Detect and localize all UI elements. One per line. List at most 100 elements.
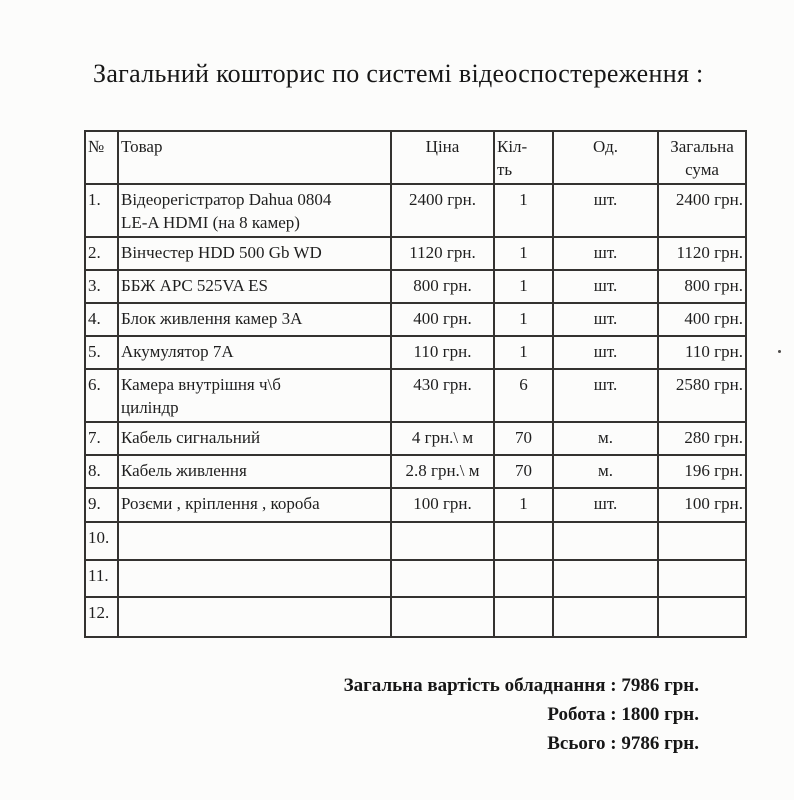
cell-quantity: 1 — [493, 236, 554, 271]
cell-number: 8. — [84, 454, 119, 489]
cell-price: 400 грн. — [390, 302, 495, 337]
cell-number: 1. — [84, 183, 119, 238]
cell-total — [657, 596, 747, 638]
table-row: 12. — [84, 596, 747, 638]
header-product: Товар — [117, 130, 392, 185]
document-title: Загальний кошторис по системі відеоспост… — [93, 59, 704, 88]
cell-product — [117, 521, 392, 561]
table-header: № Товар Ціна Кіл- ть Од. Загальна сума — [84, 130, 747, 185]
estimate-table: № Товар Ціна Кіл- ть Од. Загальна сума 1… — [84, 130, 747, 638]
cell-total: 1120 грн. — [657, 236, 747, 271]
cell-product: Розєми , кріплення , короба — [117, 487, 392, 523]
cell-unit: шт. — [552, 487, 659, 523]
cell-unit: шт. — [552, 368, 659, 423]
cell-total: 100 грн. — [657, 487, 747, 523]
cell-product: Вінчестер HDD 500 Gb WD — [117, 236, 392, 271]
cell-number: 2. — [84, 236, 119, 271]
cell-quantity — [493, 521, 554, 561]
cell-number: 12. — [84, 596, 119, 638]
cell-quantity: 1 — [493, 335, 554, 370]
cell-product: Кабель живлення — [117, 454, 392, 489]
cell-number: 5. — [84, 335, 119, 370]
table-body: 1. Відеорегістратор Dahua 0804 LE-A HDMI… — [84, 183, 747, 638]
grand-total-line: Всього : 9786 грн. — [547, 733, 699, 754]
cell-quantity: 1 — [493, 487, 554, 523]
cell-unit — [552, 521, 659, 561]
cell-price — [390, 559, 495, 598]
table-row: 3. ББЖ APC 525VA ES 800 грн. 1 шт. 800 г… — [84, 269, 747, 304]
cell-unit: шт. — [552, 302, 659, 337]
cell-total — [657, 559, 747, 598]
cell-number: 6. — [84, 368, 119, 423]
cell-price: 2.8 грн.\ м — [390, 454, 495, 489]
cell-price: 110 грн. — [390, 335, 495, 370]
header-quantity: Кіл- ть — [493, 130, 554, 185]
header-number: № — [84, 130, 119, 185]
table-row: 6. Камера внутрішня ч\б циліндр 430 грн.… — [84, 368, 747, 423]
table-row: 1. Відеорегістратор Dahua 0804 LE-A HDMI… — [84, 183, 747, 238]
cell-number: 10. — [84, 521, 119, 561]
cell-unit: м. — [552, 421, 659, 456]
cell-price — [390, 521, 495, 561]
cell-price: 100 грн. — [390, 487, 495, 523]
cell-product: Акумулятор 7А — [117, 335, 392, 370]
cell-total: 800 грн. — [657, 269, 747, 304]
cell-product: Камера внутрішня ч\б циліндр — [117, 368, 392, 423]
cell-number: 3. — [84, 269, 119, 304]
cell-unit — [552, 596, 659, 638]
cell-total: 280 грн. — [657, 421, 747, 456]
cell-unit: м. — [552, 454, 659, 489]
cell-total: 196 грн. — [657, 454, 747, 489]
header-row: № Товар Ціна Кіл- ть Од. Загальна сума — [84, 130, 747, 185]
cell-quantity: 1 — [493, 183, 554, 238]
scan-artifact-dot — [778, 350, 781, 353]
cell-quantity — [493, 559, 554, 598]
cell-product: ББЖ APC 525VA ES — [117, 269, 392, 304]
cell-price: 1120 грн. — [390, 236, 495, 271]
cell-quantity: 70 — [493, 421, 554, 456]
cell-unit: шт. — [552, 335, 659, 370]
table-row: 11. — [84, 559, 747, 598]
totals-block: Загальна вартість обладнання : 7986 грн.… — [344, 671, 699, 758]
table-row: 7. Кабель сигнальний 4 грн.\ м 70 м. 280… — [84, 421, 747, 456]
cell-total: 110 грн. — [657, 335, 747, 370]
cell-product — [117, 559, 392, 598]
table-row: 9. Розєми , кріплення , короба 100 грн. … — [84, 487, 747, 523]
cell-total: 2580 грн. — [657, 368, 747, 423]
cell-unit: шт. — [552, 236, 659, 271]
cell-price: 4 грн.\ м — [390, 421, 495, 456]
header-unit: Од. — [552, 130, 659, 185]
cell-unit: шт. — [552, 269, 659, 304]
cell-quantity: 6 — [493, 368, 554, 423]
cell-number: 9. — [84, 487, 119, 523]
equipment-total-line: Загальна вартість обладнання : 7986 грн. — [343, 675, 699, 696]
table-row: 5. Акумулятор 7А 110 грн. 1 шт. 110 грн. — [84, 335, 747, 370]
cell-unit: шт. — [552, 183, 659, 238]
header-price: Ціна — [390, 130, 495, 185]
work-cost-line: Робота : 1800 грн. — [547, 704, 699, 725]
header-total: Загальна сума — [657, 130, 747, 185]
cell-quantity — [493, 596, 554, 638]
cell-number: 7. — [84, 421, 119, 456]
table-row: 2. Вінчестер HDD 500 Gb WD 1120 грн. 1 ш… — [84, 236, 747, 271]
cell-price: 430 грн. — [390, 368, 495, 423]
cell-price: 800 грн. — [390, 269, 495, 304]
table-row: 8. Кабель живлення 2.8 грн.\ м 70 м. 196… — [84, 454, 747, 489]
table-row: 10. — [84, 521, 747, 561]
cell-quantity: 1 — [493, 302, 554, 337]
cell-product: Кабель сигнальний — [117, 421, 392, 456]
table-row: 4. Блок живлення камер 3А 400 грн. 1 шт.… — [84, 302, 747, 337]
cell-total: 400 грн. — [657, 302, 747, 337]
cell-total: 2400 грн. — [657, 183, 747, 238]
cell-number: 11. — [84, 559, 119, 598]
cell-total — [657, 521, 747, 561]
cell-price — [390, 596, 495, 638]
cell-price: 2400 грн. — [390, 183, 495, 238]
cell-product: Відеорегістратор Dahua 0804 LE-A HDMI (н… — [117, 183, 392, 238]
cell-number: 4. — [84, 302, 119, 337]
cell-product: Блок живлення камер 3А — [117, 302, 392, 337]
cell-unit — [552, 559, 659, 598]
cell-quantity: 70 — [493, 454, 554, 489]
cell-product — [117, 596, 392, 638]
